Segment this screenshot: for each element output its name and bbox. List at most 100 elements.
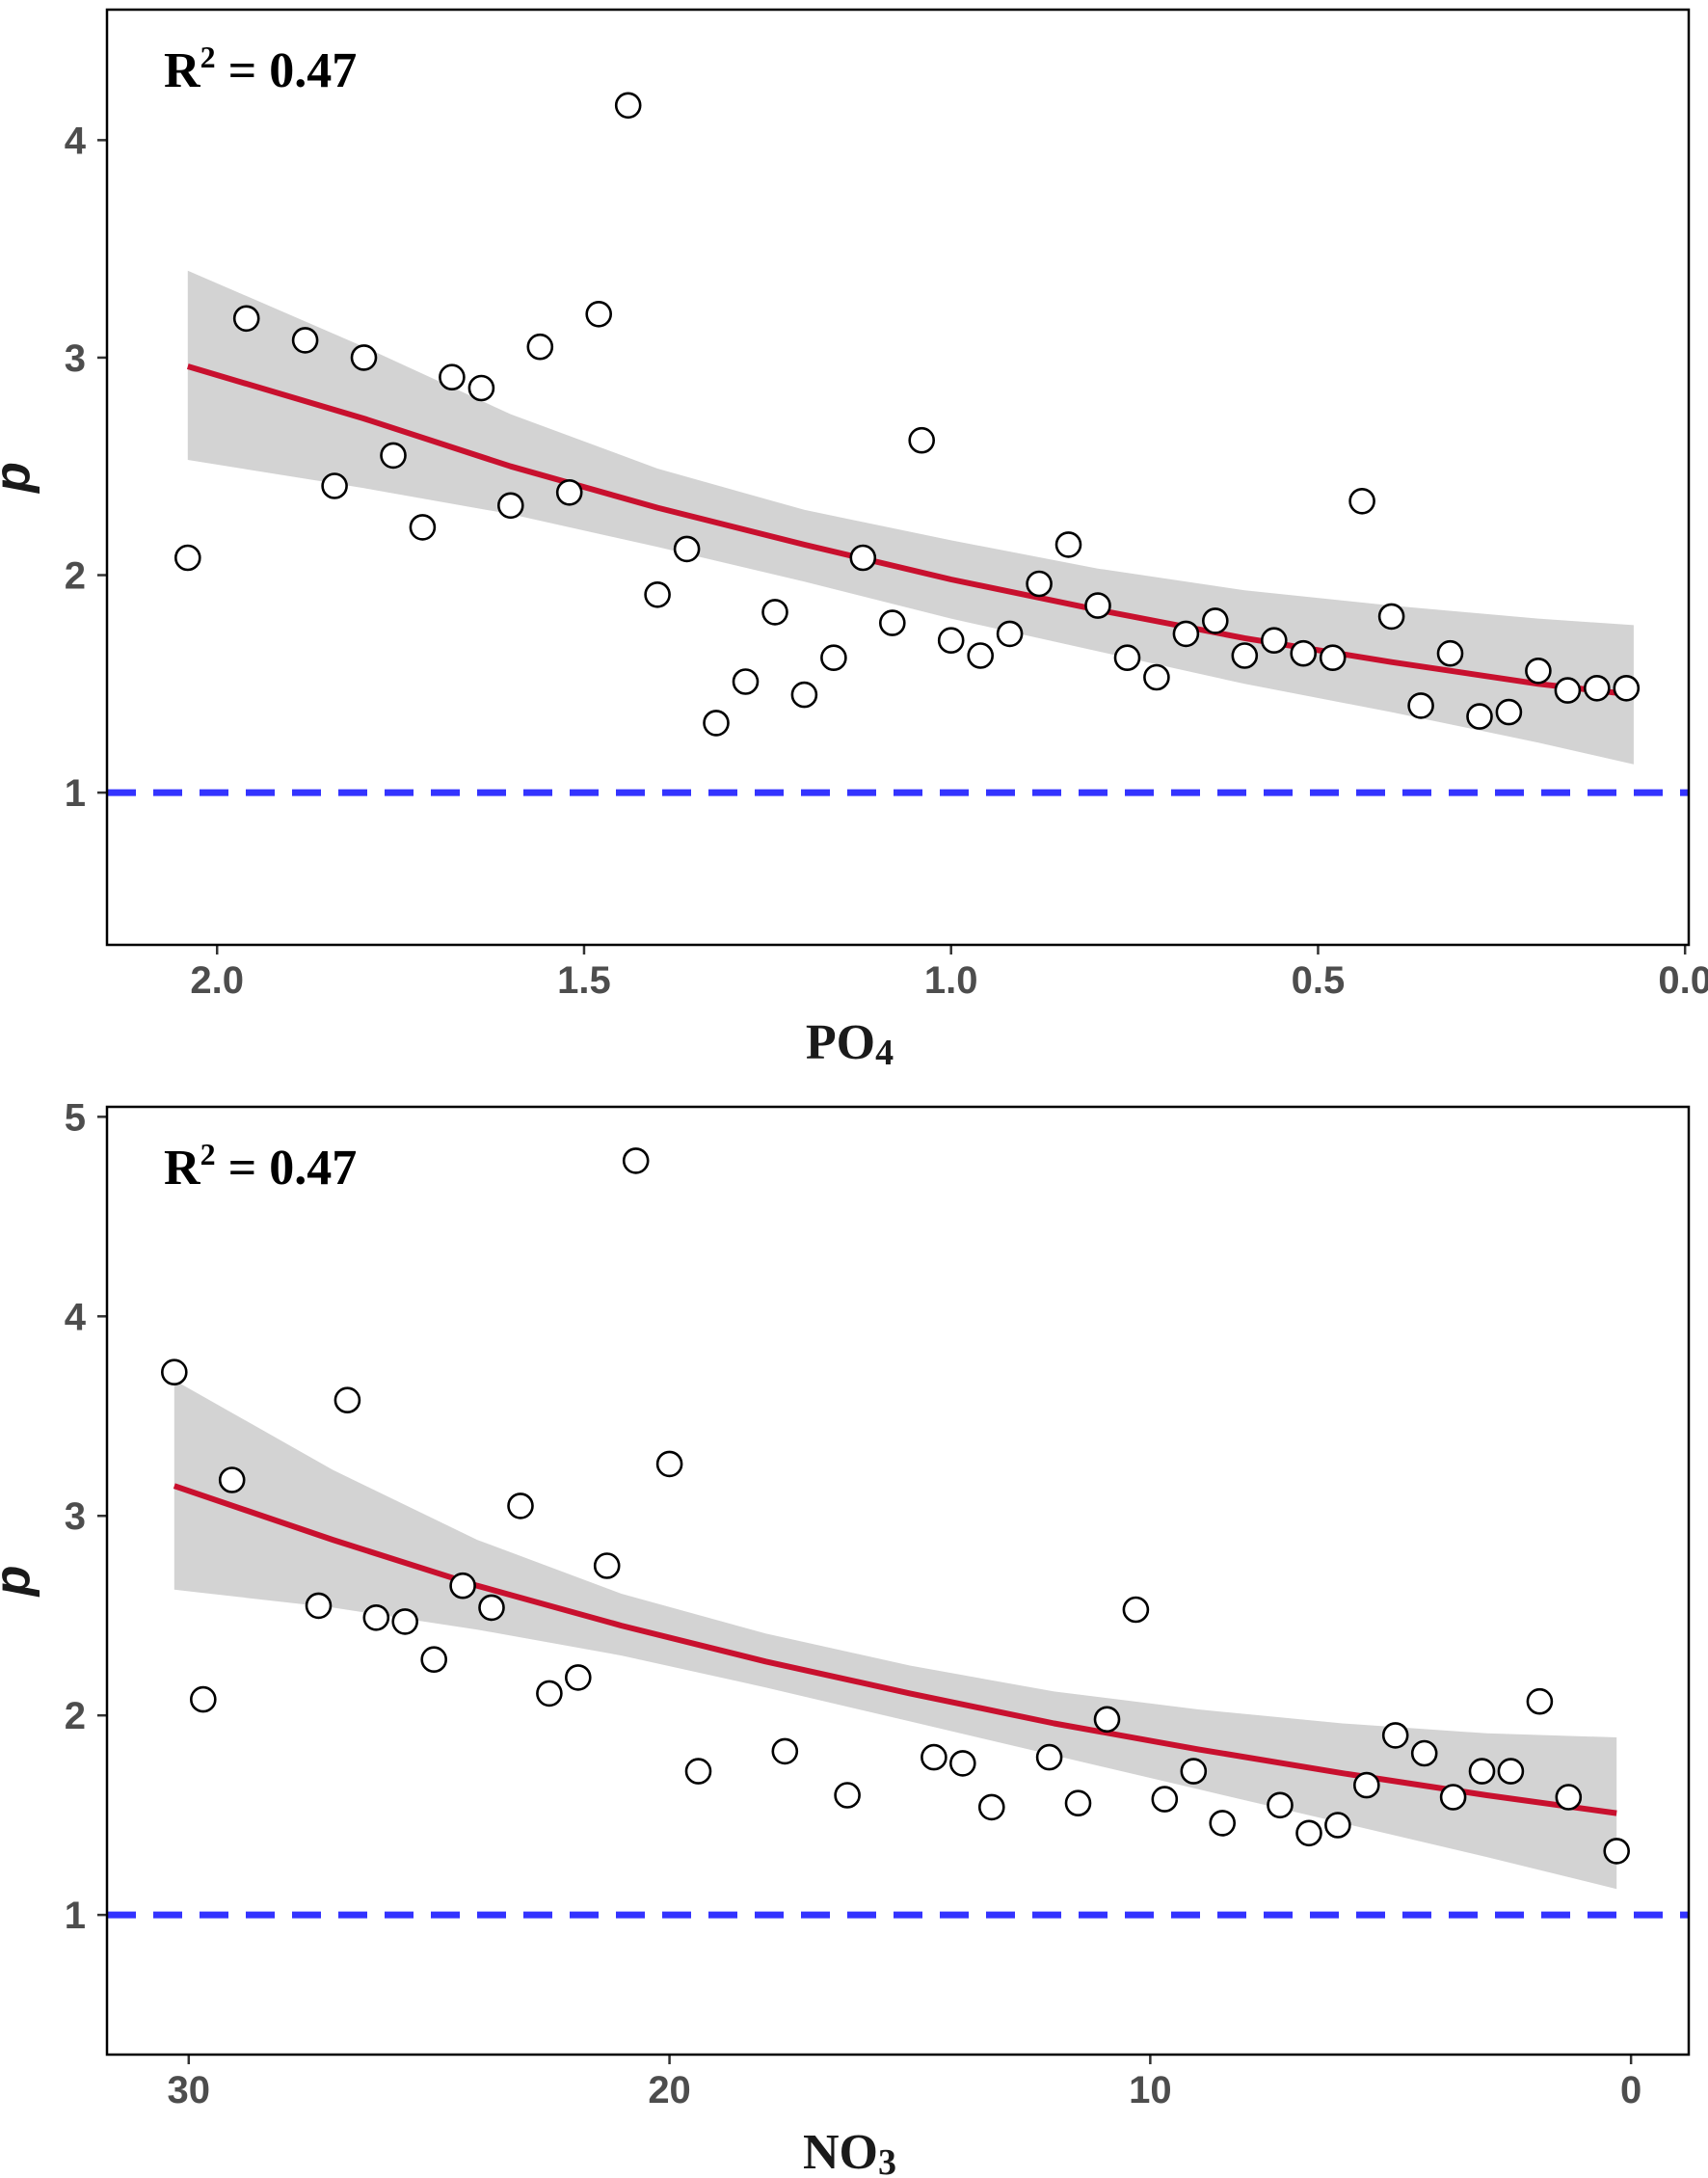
data-point [655, 1450, 683, 1478]
data-point [921, 1743, 947, 1771]
data-point [585, 300, 613, 328]
data-point [937, 627, 965, 655]
data-point [948, 1750, 976, 1777]
plot-frame [105, 1105, 1691, 2057]
data-point [761, 599, 788, 626]
data-point [478, 1594, 505, 1622]
data-point [771, 1737, 799, 1765]
data-point [1093, 1706, 1121, 1734]
data-point [321, 472, 348, 499]
data-point [1202, 607, 1229, 634]
data-point [420, 1646, 448, 1673]
data-point [1054, 531, 1082, 558]
data-point [849, 544, 877, 572]
y-axis-ticks: 1 2 3 4 5 [65, 1096, 107, 1937]
fit-line [173, 1483, 1617, 1816]
data-point [1026, 570, 1053, 598]
data-point [526, 333, 554, 361]
x-tick-label: 1.5 [557, 959, 611, 1002]
data-point [1525, 657, 1552, 685]
data-point [622, 1147, 650, 1174]
x-tick-label: 0 [1620, 2069, 1641, 2111]
data-point [1180, 1758, 1208, 1785]
data-point [1231, 642, 1259, 669]
x-tick-label: 30 [168, 2069, 211, 2111]
y-tick-label: 1 [65, 772, 86, 815]
data-point [305, 1592, 333, 1620]
y-tick-label: 3 [65, 1495, 86, 1538]
data-point [1295, 1819, 1322, 1847]
data-point [334, 1386, 361, 1413]
data-point [1064, 1789, 1092, 1816]
x-axis-title: PO4 [806, 1015, 894, 1073]
x-tick-label: 20 [648, 2069, 691, 2111]
data-point [1267, 1791, 1294, 1819]
data-point [1466, 703, 1493, 730]
data-point [1584, 674, 1611, 702]
y-tick-label: 4 [65, 1296, 87, 1338]
data-point [1084, 592, 1111, 619]
y-axis-ticks: 1 2 3 4 [65, 120, 107, 815]
data-point [684, 1758, 712, 1785]
y-tick-label: 2 [65, 1695, 86, 1737]
data-point [439, 363, 466, 391]
data-point [1122, 1596, 1150, 1624]
y-tick-label: 4 [65, 120, 87, 162]
data-point [834, 1782, 861, 1809]
data-point [1348, 487, 1375, 515]
data-point [161, 1358, 188, 1385]
data-point [1436, 639, 1464, 667]
data-point [362, 1604, 390, 1631]
data-point [1324, 1812, 1351, 1839]
plot-frame [105, 8, 1691, 947]
r-squared-annotation: R2 = 0.47 [164, 1137, 357, 1196]
data-point [536, 1680, 563, 1707]
fit-line [186, 363, 1635, 698]
data-point [644, 580, 671, 608]
x-tick-label: 2.0 [190, 959, 244, 1002]
data-point [564, 1664, 592, 1691]
data-point [1151, 1786, 1179, 1813]
data-point [1603, 1838, 1630, 1865]
scatter-points [161, 1147, 1630, 1865]
y-axis-title: p [0, 462, 40, 495]
data-point [703, 710, 730, 737]
y-tick-label: 3 [65, 337, 86, 380]
data-point [1613, 674, 1641, 702]
x-tick-label: 1.0 [924, 959, 978, 1002]
data-point [1381, 1722, 1409, 1749]
data-point [1377, 603, 1405, 631]
data-point [1410, 1739, 1438, 1767]
data-point [614, 92, 642, 120]
data-point [1290, 639, 1317, 667]
data-point [1407, 692, 1434, 719]
data-point [380, 442, 407, 470]
no3-panel: 30 20 10 0 1 2 3 4 5 R2 = 0.47 NO3 p [0, 1096, 1691, 2178]
data-point [1035, 1743, 1063, 1771]
confidence-band [173, 1380, 1617, 1890]
data-point [1353, 1771, 1380, 1799]
data-point [1555, 1784, 1583, 1811]
data-point [1526, 1687, 1554, 1715]
r-squared-annotation: R2 = 0.47 [164, 40, 357, 98]
data-point [409, 514, 437, 541]
data-point [218, 1466, 246, 1493]
data-point [1143, 663, 1170, 691]
data-point [1439, 1784, 1467, 1811]
data-point [878, 609, 906, 636]
po4-panel: 2.0 1.5 1.0 0.5 0.0 1 2 3 4 R2 = 0.47 PO4 p [0, 8, 1708, 1073]
data-point [174, 544, 201, 572]
data-point [496, 492, 524, 520]
data-point [1497, 1758, 1525, 1785]
data-point [978, 1793, 1005, 1821]
data-point [908, 426, 936, 454]
y-axis-title: p [0, 1566, 40, 1599]
data-point [1554, 677, 1582, 704]
data-point [1261, 627, 1288, 655]
data-point [555, 478, 583, 506]
data-point [1468, 1758, 1496, 1785]
data-point [467, 374, 495, 402]
x-tick-label: 10 [1129, 2069, 1172, 2111]
data-point [449, 1572, 476, 1600]
